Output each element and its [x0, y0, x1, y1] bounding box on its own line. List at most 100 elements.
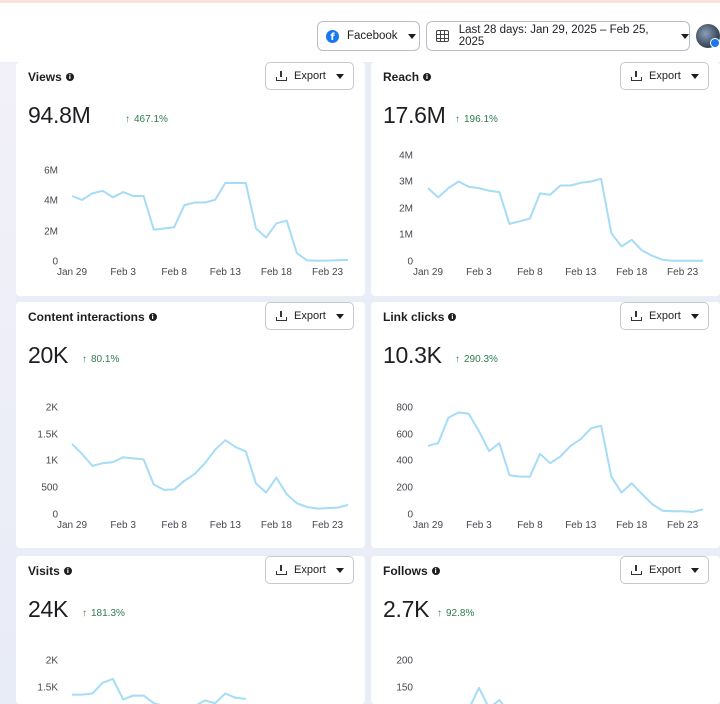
arrow-up-icon: ↑	[455, 114, 460, 125]
card-title: Views i	[28, 70, 74, 84]
y-tick-label: 1K	[46, 456, 59, 467]
x-tick-label: Jan 29	[413, 520, 443, 531]
metric-change: ↑ 467.1%	[125, 114, 168, 125]
card-title: Reach i	[383, 70, 432, 84]
chevron-down-icon	[335, 73, 344, 79]
metric-card: Reach i Export 17.6M ↑ 196.1%	[371, 62, 720, 296]
x-tick-label: Feb 8	[161, 520, 187, 531]
x-tick-label: Feb 18	[616, 267, 648, 278]
export-label: Export	[649, 70, 681, 82]
info-icon[interactable]: i	[431, 567, 440, 575]
y-tick-label: 0	[407, 510, 413, 521]
metric-change-value: 181.3%	[91, 608, 125, 619]
x-tick-label: Feb 3	[466, 267, 492, 278]
date-range-dropdown[interactable]: Last 28 days: Jan 29, 2025 – Feb 25, 202…	[426, 21, 690, 51]
chevron-down-icon	[690, 313, 699, 319]
x-tick-label: Feb 18	[261, 520, 293, 531]
series-line	[427, 177, 703, 262]
export-label: Export	[294, 564, 326, 576]
y-tick-label: 2K	[46, 403, 59, 414]
y-tick-label: 2K	[46, 656, 59, 667]
facebook-icon: f	[326, 29, 339, 43]
export-label: Export	[294, 70, 326, 82]
y-tick-label: 1M	[399, 230, 413, 241]
download-icon	[276, 311, 287, 321]
y-tick-label: 1.5K	[37, 683, 58, 694]
x-tick-label: Feb 8	[517, 520, 543, 531]
x-tick-label: Feb 3	[110, 267, 136, 278]
calendar-icon	[436, 30, 449, 42]
download-icon	[631, 565, 642, 575]
info-icon[interactable]: i	[423, 73, 432, 81]
metric-change: ↑ 196.1%	[455, 114, 498, 125]
y-tick-label: 3M	[399, 177, 413, 188]
arrow-up-icon: ↑	[82, 608, 87, 619]
card-title: Content interactions i	[28, 310, 157, 324]
series-line	[71, 439, 349, 510]
download-icon	[276, 71, 287, 81]
download-icon	[631, 311, 642, 321]
arrow-up-icon: ↑	[437, 608, 442, 619]
card-title: Follows i	[383, 564, 440, 578]
y-tick-label: 0	[407, 257, 413, 268]
chevron-down-icon	[335, 567, 344, 573]
y-tick-label: 6M	[44, 166, 58, 177]
export-label: Export	[649, 564, 681, 576]
info-icon[interactable]: i	[63, 567, 72, 575]
card-title-label: Content interactions	[28, 310, 145, 324]
x-tick-label: Feb 3	[110, 520, 136, 531]
x-tick-label: Feb 13	[565, 267, 597, 278]
x-tick-label: Feb 13	[210, 520, 242, 531]
series-line	[427, 411, 704, 513]
info-icon[interactable]: i	[448, 313, 457, 321]
metric-value: 10.3K	[383, 342, 442, 368]
export-button[interactable]: Export	[620, 62, 709, 90]
x-tick-label: Feb 8	[517, 267, 543, 278]
card-title-label: Visits	[28, 564, 60, 578]
metric-change: ↑ 181.3%	[82, 608, 125, 619]
x-tick-label: Jan 29	[413, 267, 443, 278]
x-tick-label: Feb 23	[667, 520, 699, 531]
x-tick-label: Jan 29	[57, 267, 87, 278]
x-tick-label: Feb 18	[261, 267, 293, 278]
metric-change-value: 467.1%	[134, 114, 168, 125]
metric-value: 94.8M	[28, 102, 91, 128]
card-title-label: Reach	[383, 70, 420, 84]
card-title: Visits i	[28, 564, 72, 578]
export-button[interactable]: Export	[265, 62, 354, 90]
card-title-label: Views	[28, 70, 62, 84]
x-tick-label: Feb 13	[210, 267, 242, 278]
x-tick-label: Feb 23	[667, 267, 699, 278]
export-button[interactable]: Export	[620, 302, 709, 330]
series-line	[72, 677, 246, 704]
chevron-down-icon	[335, 313, 344, 319]
metric-value: 2.7K	[383, 596, 430, 622]
info-icon[interactable]: i	[148, 313, 157, 321]
y-tick-label: 500	[41, 483, 58, 494]
series-line	[470, 686, 504, 704]
metric-value: 17.6M	[383, 102, 446, 128]
x-tick-label: Feb 23	[312, 267, 344, 278]
date-range-label: Last 28 days: Jan 29, 2025 – Feb 25, 202…	[458, 24, 649, 48]
arrow-up-icon: ↑	[125, 114, 130, 125]
metric-value: 20K	[28, 342, 69, 368]
info-icon[interactable]: i	[65, 73, 74, 81]
y-tick-label: 2M	[399, 204, 413, 215]
export-button[interactable]: Export	[265, 556, 354, 584]
series-line	[71, 182, 349, 262]
top-toolbar: f Facebook Last 28 days: Jan 29, 2025 – …	[0, 0, 720, 62]
x-tick-label: Feb 23	[312, 520, 344, 531]
y-tick-label: 150	[396, 683, 413, 694]
x-tick-label: Feb 18	[616, 520, 648, 531]
page-selector-dropdown[interactable]: f Facebook	[317, 21, 420, 51]
metric-value: 24K	[28, 596, 69, 622]
arrow-up-icon: ↑	[82, 354, 87, 365]
metric-card: Follows i Export 2.7K ↑ 92.8%	[371, 556, 720, 704]
export-button[interactable]: Export	[620, 556, 709, 584]
metric-change-value: 92.8%	[446, 608, 475, 619]
metric-change-value: 290.3%	[464, 354, 498, 365]
export-button[interactable]: Export	[265, 302, 354, 330]
card-title-label: Follows	[383, 564, 428, 578]
x-tick-label: Feb 8	[161, 267, 187, 278]
